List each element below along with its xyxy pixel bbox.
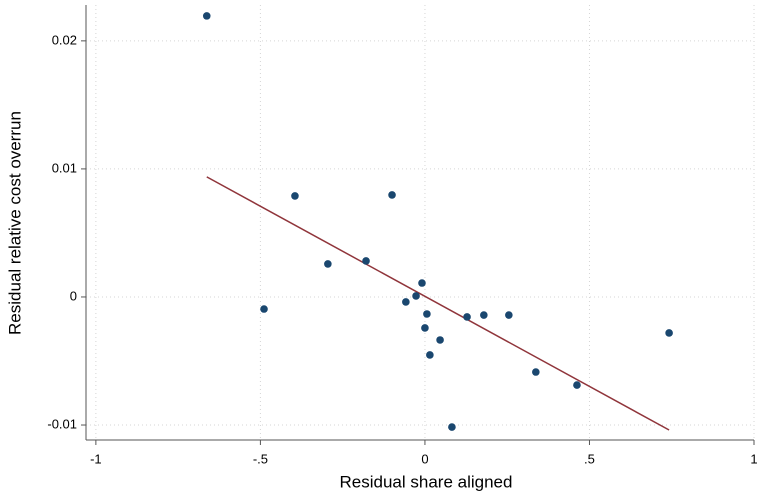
point xyxy=(412,292,420,300)
point xyxy=(463,313,471,321)
point xyxy=(362,257,370,265)
point xyxy=(480,311,488,319)
x-tick-label: -1 xyxy=(90,451,102,466)
x-tick-label: 1 xyxy=(750,451,757,466)
point xyxy=(505,311,513,319)
point xyxy=(423,310,431,318)
y-tick-label: 0.01 xyxy=(52,160,77,175)
point xyxy=(202,12,211,20)
point xyxy=(573,381,581,389)
point xyxy=(436,336,444,344)
y-tick-label: 0 xyxy=(70,288,77,303)
x-tick-label: 0 xyxy=(421,451,428,466)
point xyxy=(388,191,396,199)
point xyxy=(291,192,299,200)
point xyxy=(448,423,456,431)
point xyxy=(426,351,434,359)
fit-line xyxy=(206,176,670,431)
y-axis-title: Residual relative cost overrun xyxy=(5,111,24,335)
point xyxy=(418,279,426,287)
x-tick-label: -.5 xyxy=(253,451,268,466)
point xyxy=(260,305,268,313)
x-tick-label: .5 xyxy=(584,451,595,466)
x-axis-title: Residual share aligned xyxy=(340,472,513,491)
point xyxy=(665,329,673,337)
point xyxy=(402,298,410,306)
y-tick-label: -0.01 xyxy=(47,416,77,431)
y-tick-label: 0.02 xyxy=(52,32,77,47)
point xyxy=(532,368,540,376)
point xyxy=(324,260,332,268)
point xyxy=(421,324,429,332)
